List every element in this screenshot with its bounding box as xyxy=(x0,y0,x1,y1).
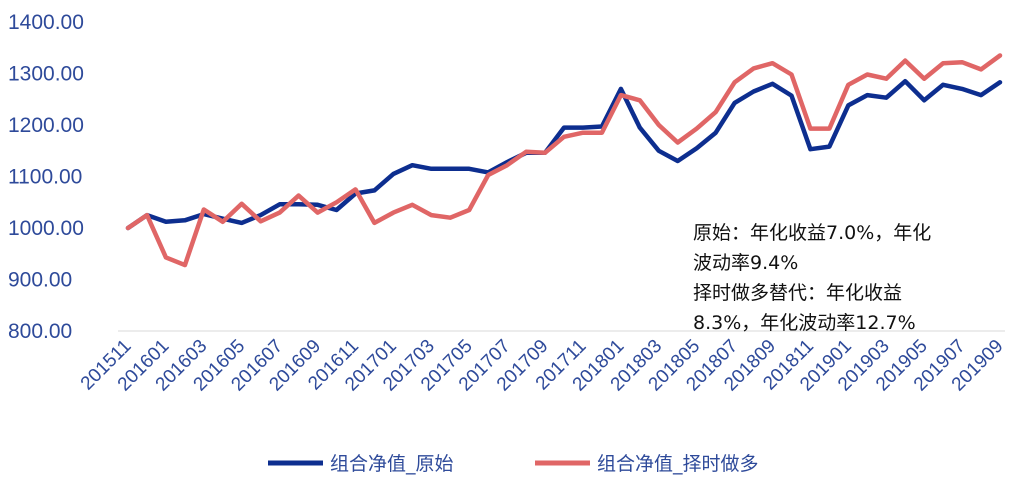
series-line-timing xyxy=(125,53,1003,268)
y-tick-label: 1300.00 xyxy=(8,63,84,86)
y-tick-label: 900.00 xyxy=(8,269,72,292)
y-tick-label: 1100.00 xyxy=(8,166,82,189)
legend-label: 组合净值_择时做多 xyxy=(597,453,759,475)
legend: 组合净值_原始 组合净值_择时做多 xyxy=(268,453,759,475)
annotation-box: 原始：年化收益7.0%，年化 波动率9.4% 择时做多替代：年化收益 8.3%，… xyxy=(693,218,1003,338)
series-line-original xyxy=(125,78,1003,231)
y-tick-label: 1200.00 xyxy=(8,114,84,137)
annotation-line-4: 8.3%，年化波动率12.7% xyxy=(693,312,916,334)
series-layer xyxy=(125,53,1003,268)
y-tick-label: 1400.00 xyxy=(8,11,84,34)
y-tick-label: 800.00 xyxy=(8,320,72,343)
annotation-line-1: 原始：年化收益7.0%，年化 xyxy=(693,222,932,244)
legend-label: 组合净值_原始 xyxy=(330,453,454,475)
y-tick-label: 1000.00 xyxy=(8,217,84,240)
annotation-line-3: 择时做多替代：年化收益 xyxy=(693,282,903,304)
annotation-line-2: 波动率9.4% xyxy=(693,252,799,274)
